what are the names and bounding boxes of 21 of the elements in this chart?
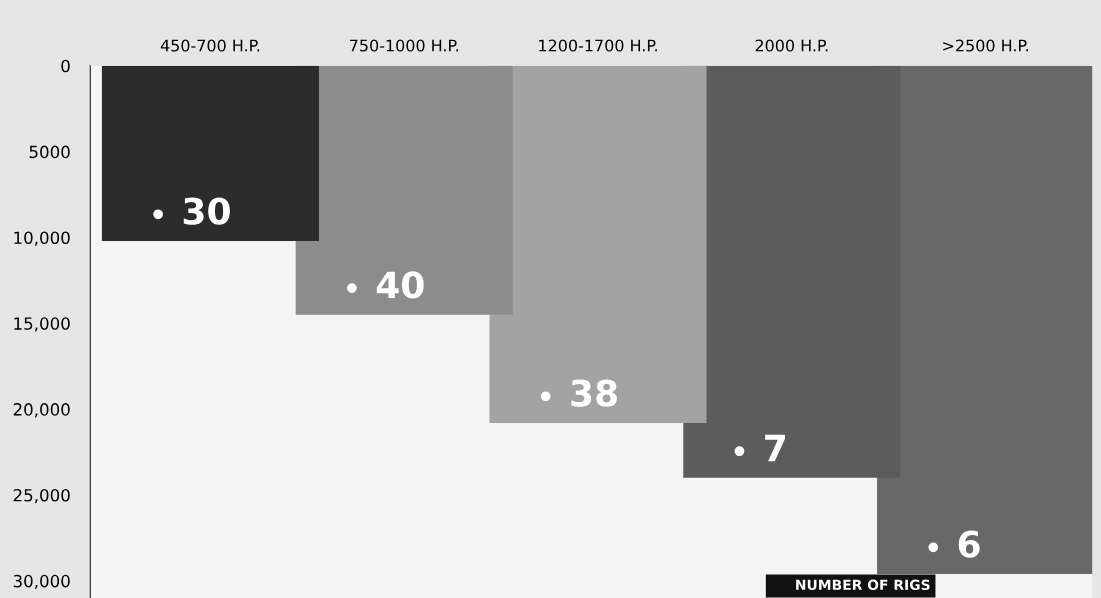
annotation: 40: [376, 271, 424, 299]
x-tick-label: 2000 H.P.: [755, 39, 828, 52]
y-tick-label: 15,000: [14, 317, 70, 332]
x-tick-label: 1200-1700 H.P.: [539, 39, 657, 52]
annotation: NUMBER OF RIGS: [796, 579, 930, 591]
annotation: 30: [183, 197, 230, 225]
bar: [101, 65, 319, 241]
annotation: 38: [571, 379, 617, 407]
y-tick-label: 25,000: [13, 488, 70, 504]
x-tick-label: 750-1000 H.P.: [350, 39, 458, 52]
x-tick-label: >2500 H.P.: [943, 39, 1028, 52]
y-tick-label: 10,000: [14, 231, 70, 246]
y-tick-label: 5000: [29, 145, 70, 159]
annotation: 7: [765, 434, 785, 462]
annotation: 6: [958, 530, 980, 558]
y-tick-label: 0: [61, 59, 70, 73]
bar: [489, 65, 707, 423]
y-tick-label: 30,000: [13, 574, 70, 590]
bar: [295, 65, 513, 315]
y-tick-label: 20,000: [13, 403, 70, 418]
x-tick-label: 450-700 H.P.: [160, 39, 260, 52]
